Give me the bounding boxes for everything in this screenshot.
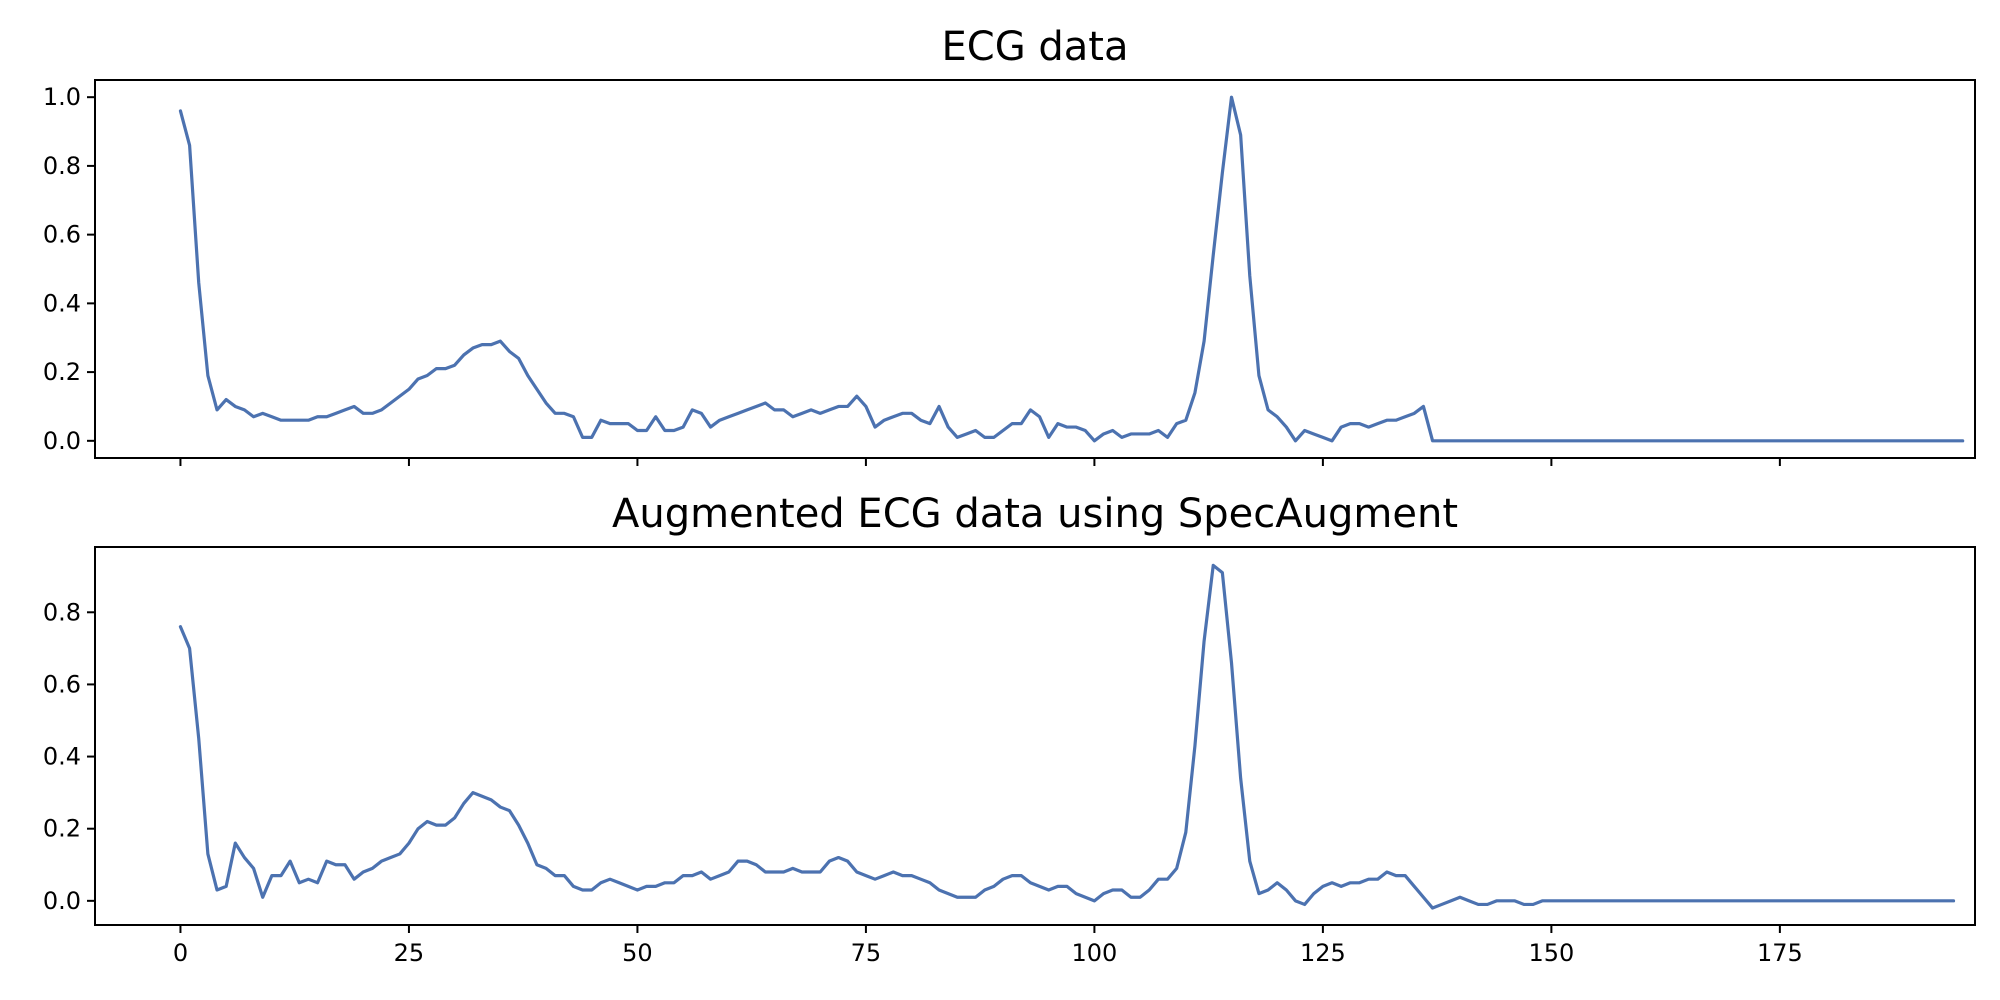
y-tick-label: 0.6 <box>43 221 81 249</box>
y-tick-label: 0.8 <box>43 598 81 626</box>
x-tick-label: 125 <box>1300 939 1346 967</box>
x-tick-label: 175 <box>1757 939 1803 967</box>
series-line <box>178 563 1956 910</box>
ecg-data-chart: ECG data 0.0 0.2 0.4 0.6 0.8 1.0 <box>43 24 1976 466</box>
augmented-ecg-chart: Augmented ECG data using SpecAugment 0.0… <box>43 491 1976 967</box>
y-tick-label: 0.6 <box>43 670 81 698</box>
plot-frame <box>94 546 1976 926</box>
y-tick-label: 0.4 <box>43 289 81 317</box>
series-line <box>178 95 1965 443</box>
y-tick-label: 0.4 <box>43 743 81 771</box>
x-tick-label: 50 <box>622 939 653 967</box>
x-tick-label: 25 <box>394 939 425 967</box>
chart-title: Augmented ECG data using SpecAugment <box>612 491 1458 537</box>
x-tick-label: 150 <box>1528 939 1574 967</box>
x-tick-label: 0 <box>173 939 188 967</box>
y-tick-label: 0.0 <box>43 427 81 455</box>
x-tick-label: 100 <box>1072 939 1118 967</box>
chart-title: ECG data <box>941 24 1128 70</box>
y-tick-label: 0.2 <box>43 815 81 843</box>
x-tick-label: 75 <box>851 939 882 967</box>
plot-frame <box>94 79 1976 459</box>
y-tick-label: 0.0 <box>43 887 81 915</box>
y-tick-label: 0.8 <box>43 152 81 180</box>
y-tick-label: 0.2 <box>43 358 81 386</box>
y-tick-label: 1.0 <box>43 83 81 111</box>
